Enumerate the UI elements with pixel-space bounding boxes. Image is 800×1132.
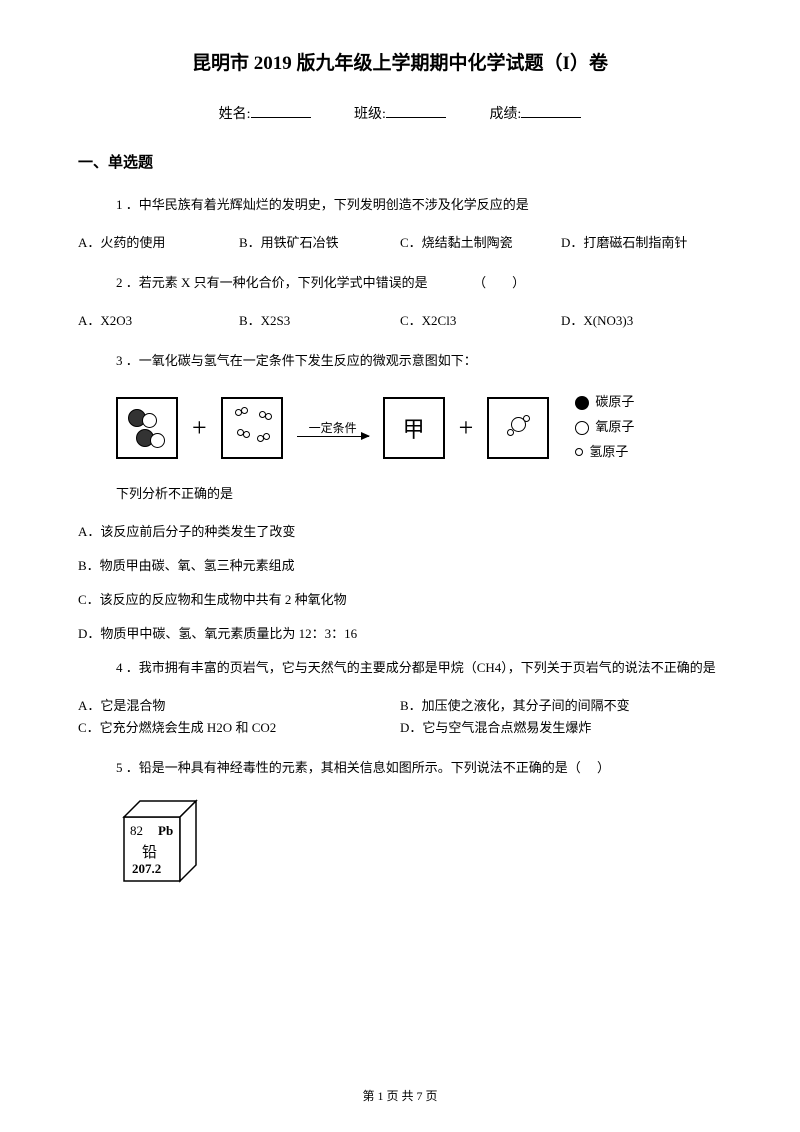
atom-legend: 碳原子 氧原子 氢原子 [575, 390, 634, 464]
legend-c: 碳原子 [595, 390, 634, 415]
q1-B: B．用铁矿石冶铁 [239, 232, 400, 254]
q2-B: B．X2S3 [239, 310, 400, 332]
q1-A: A．火药的使用 [78, 232, 239, 254]
plus-icon: + [192, 413, 207, 443]
q3-stem: 3 ．一氧化碳与氢气在一定条件下发生反应的微观示意图如下： [78, 350, 722, 372]
product-h2o-box [487, 397, 549, 459]
exam-title: 昆明市 2019 版九年级上学期期中化学试题（I）卷 [78, 48, 722, 75]
section-heading: 一、单选题 [78, 151, 722, 172]
q2-D: D．X(NO3)3 [561, 310, 722, 332]
name-label: 姓名: [219, 107, 251, 122]
q2-options: A．X2O3 B．X2S3 C．X2Cl3 D．X(NO3)3 [78, 310, 722, 332]
student-info-line: 姓名: 班级: 成绩: [78, 103, 722, 123]
q1-options: A．火药的使用 B．用铁矿石冶铁 C．烧结黏土制陶瓷 D．打磨磁石制指南针 [78, 232, 722, 254]
q4-B: B．加压使之液化，其分子间的间隔不变 [400, 695, 722, 717]
q4-D: D．它与空气混合点燃易发生爆炸 [400, 717, 722, 739]
q2-A: A．X2O3 [78, 310, 239, 332]
legend-o: 氧原子 [595, 415, 634, 440]
q1-D: D．打磨磁石制指南针 [561, 232, 722, 254]
legend-h: 氢原子 [589, 440, 628, 465]
element-cube: 82 Pb 铅 207.2 [116, 795, 210, 889]
q3-A: A．该反应前后分子的种类发生了改变 [78, 521, 722, 543]
q3-B: B．物质甲由碳、氧、氢三种元素组成 [78, 555, 722, 577]
hydrogen-atom-icon [575, 448, 583, 456]
page-footer: 第 1 页 共 7 页 [0, 1087, 800, 1104]
q4-stem: 4 ．我市拥有丰富的页岩气，它与天然气的主要成分都是甲烷（CH4），下列关于页岩… [78, 657, 722, 679]
cube-symbol: Pb [158, 823, 173, 839]
q1-C: C．烧结黏土制陶瓷 [400, 232, 561, 254]
score-blank [521, 117, 581, 118]
q4-A: A．它是混合物 [78, 695, 400, 717]
score-label: 成绩: [489, 107, 521, 122]
arrow: 一定条件 [297, 419, 369, 437]
class-blank [386, 117, 446, 118]
class-label: 班级: [354, 107, 386, 122]
cube-num: 82 [130, 823, 143, 839]
cube-mass: 207.2 [132, 861, 161, 877]
q3-options: A．该反应前后分子的种类发生了改变 B．物质甲由碳、氧、氢三种元素组成 C．该反… [78, 521, 722, 645]
q5-stem: 5 ．铅是一种具有神经毒性的元素，其相关信息如图所示。下列说法不正确的是（ ） [78, 757, 722, 779]
oxygen-atom-icon [575, 421, 589, 435]
plus-icon-2: + [459, 413, 474, 443]
q3-diagram: + 一定条件 甲 + 碳原子 氧原子 氢原子 [116, 390, 722, 464]
q3-C: C．该反应的反应物和生成物中共有 2 种氧化物 [78, 589, 722, 611]
q4-C: C．它充分燃烧会生成 H2O 和 CO2 [78, 717, 400, 739]
product-jia-box: 甲 [383, 397, 445, 459]
cube-name: 铅 [142, 841, 157, 862]
q4-options: A．它是混合物 B．加压使之液化，其分子间的间隔不变 C．它充分燃烧会生成 H2… [78, 695, 722, 739]
reactant-h2-box [221, 397, 283, 459]
carbon-atom-icon [575, 396, 589, 410]
q3-analysis-intro: 下列分析不正确的是 [78, 483, 722, 505]
q2-C: C．X2Cl3 [400, 310, 561, 332]
name-blank [251, 117, 311, 118]
q1-stem: 1 ．中华民族有着光辉灿烂的发明史，下列发明创造不涉及化学反应的是 [78, 194, 722, 216]
q3-D: D．物质甲中碳、氢、氧元素质量比为 12：3：16 [78, 623, 722, 645]
reactant-co-box [116, 397, 178, 459]
arrow-label: 一定条件 [309, 419, 357, 436]
q2-stem: 2 ．若元素 X 只有一种化合价，下列化学式中错误的是 （ ） [78, 272, 722, 294]
